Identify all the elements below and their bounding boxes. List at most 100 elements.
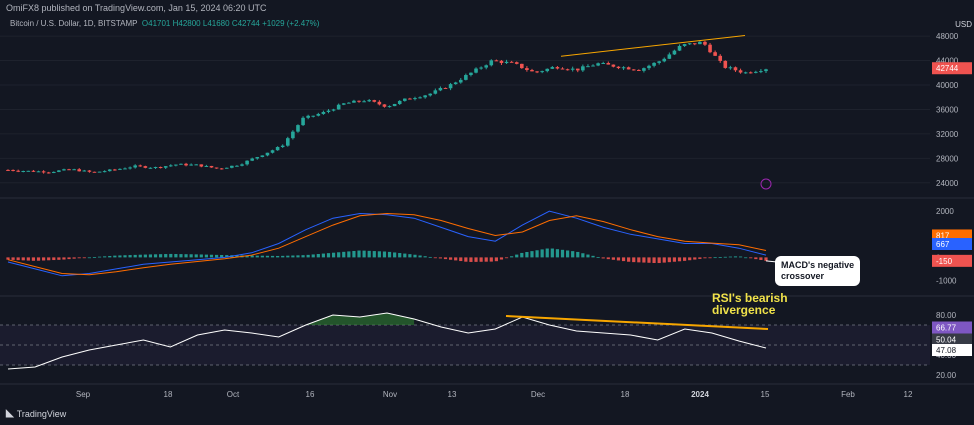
candle-body bbox=[682, 44, 687, 46]
macd-histogram-bar bbox=[642, 257, 646, 263]
macd-histogram-bar bbox=[352, 250, 356, 258]
macd-callout-line-1: MACD's negative bbox=[781, 260, 855, 270]
candle-body bbox=[82, 170, 87, 172]
published-by: OmiFX8 published on TradingView.com, Jan… bbox=[6, 3, 267, 13]
macd-histogram-bar bbox=[393, 252, 397, 258]
macd-histogram-bar bbox=[118, 255, 122, 258]
macd-histogram-bar bbox=[591, 255, 595, 258]
macd-histogram-bar bbox=[306, 254, 310, 258]
rsi-callout-line-2: divergence bbox=[712, 303, 776, 317]
macd-histogram-bar bbox=[265, 255, 270, 258]
candle-body bbox=[128, 167, 132, 169]
macd-histogram-bar bbox=[67, 257, 71, 260]
candle-body bbox=[677, 45, 682, 51]
ohlc-open: O41701 bbox=[141, 19, 171, 28]
macd-histogram-bar bbox=[718, 257, 722, 258]
candle-body bbox=[591, 65, 595, 67]
macd-histogram-bar bbox=[616, 257, 621, 261]
candle-body bbox=[428, 93, 433, 96]
macd-histogram-bar bbox=[677, 257, 682, 262]
candle-body bbox=[291, 131, 295, 139]
candle-body bbox=[382, 104, 387, 107]
candle-body bbox=[606, 63, 611, 65]
macd-histogram-bar bbox=[621, 257, 626, 262]
macd-histogram-bar bbox=[387, 251, 392, 258]
rsi-divergence-line bbox=[505, 315, 769, 330]
macd-histogram-bar bbox=[713, 257, 717, 259]
macd-histogram-bar bbox=[515, 254, 519, 258]
candle-body bbox=[275, 147, 280, 151]
macd-histogram-bar bbox=[657, 257, 661, 264]
rsi-value-marker bbox=[932, 321, 972, 334]
macd-histogram-bar bbox=[372, 251, 376, 258]
macd-histogram-bar bbox=[194, 254, 198, 258]
candle-body bbox=[280, 145, 285, 148]
macd-histogram-bar bbox=[42, 257, 46, 261]
candle-body bbox=[525, 68, 529, 70]
candle-body bbox=[97, 171, 102, 173]
macd-histogram-bar bbox=[499, 257, 504, 260]
macd-histogram-bar bbox=[754, 257, 758, 260]
macd-histogram-bar bbox=[87, 257, 91, 259]
candle-body bbox=[550, 67, 555, 69]
time-axis-tick: 13 bbox=[448, 390, 457, 399]
macd-histogram-bar bbox=[565, 250, 570, 258]
ohlc-close: C42744 bbox=[231, 19, 260, 28]
candle-body bbox=[87, 170, 92, 172]
candle-body bbox=[311, 115, 316, 117]
candle-body bbox=[240, 164, 244, 166]
candle-body bbox=[153, 167, 158, 169]
candle-body bbox=[713, 52, 717, 56]
candle-body bbox=[347, 102, 351, 104]
macd-histogram-bar bbox=[520, 252, 524, 258]
macd-histogram-bar bbox=[296, 255, 300, 258]
candle-body bbox=[626, 67, 631, 70]
macd-histogram-bar bbox=[418, 255, 422, 258]
candle-body bbox=[652, 62, 656, 66]
macd-histogram-bar bbox=[723, 256, 727, 258]
macd-histogram-bar bbox=[535, 250, 539, 258]
macd-histogram-bar bbox=[448, 257, 453, 260]
macd-line bbox=[7, 210, 767, 277]
candle-body bbox=[560, 68, 565, 70]
candle-body bbox=[377, 101, 382, 105]
candle-body bbox=[21, 171, 26, 173]
candle-body bbox=[489, 60, 494, 66]
candle-body bbox=[535, 71, 539, 73]
tradingview-logo[interactable]: ◣ TradingView bbox=[6, 408, 66, 419]
candle-body bbox=[433, 90, 438, 94]
macd-histogram-bar bbox=[525, 251, 529, 258]
macd-histogram-bar bbox=[606, 257, 610, 260]
time-axis-tick: Sep bbox=[76, 390, 91, 399]
macd-histogram-bar bbox=[540, 249, 544, 258]
candle-body bbox=[174, 164, 178, 166]
candle-body bbox=[62, 169, 66, 171]
candle-body bbox=[631, 69, 636, 71]
macd-histogram-bar bbox=[245, 255, 249, 258]
macd-histogram-bar bbox=[16, 257, 20, 261]
macd-histogram-bar bbox=[362, 250, 366, 258]
macd-histogram-bar bbox=[728, 256, 732, 258]
tv-logo-icon: ◣ bbox=[6, 408, 14, 419]
candle-body bbox=[148, 167, 153, 169]
macd-histogram-bar bbox=[596, 257, 600, 258]
macd-histogram-bar bbox=[667, 257, 671, 263]
macd-histogram-bar bbox=[423, 256, 427, 258]
macd-histogram-bar bbox=[576, 251, 580, 258]
candle-body bbox=[637, 69, 641, 71]
candle-body bbox=[72, 169, 76, 171]
candle-body bbox=[479, 67, 483, 69]
price-y-tick: 32000 bbox=[936, 130, 959, 139]
candle-body bbox=[6, 169, 10, 171]
candle-body bbox=[41, 171, 46, 173]
candle-body bbox=[219, 168, 224, 170]
candle-body bbox=[494, 60, 499, 62]
rsi-callout-line-1: RSI's bearish bbox=[712, 291, 788, 305]
macd-histogram-bar bbox=[494, 257, 498, 262]
macd-histogram-bar bbox=[47, 257, 51, 261]
candle-body bbox=[168, 165, 173, 167]
candle-body bbox=[733, 67, 738, 71]
macd-callout-line-2: crossover bbox=[781, 271, 825, 281]
macd-histogram-bar bbox=[235, 255, 239, 258]
